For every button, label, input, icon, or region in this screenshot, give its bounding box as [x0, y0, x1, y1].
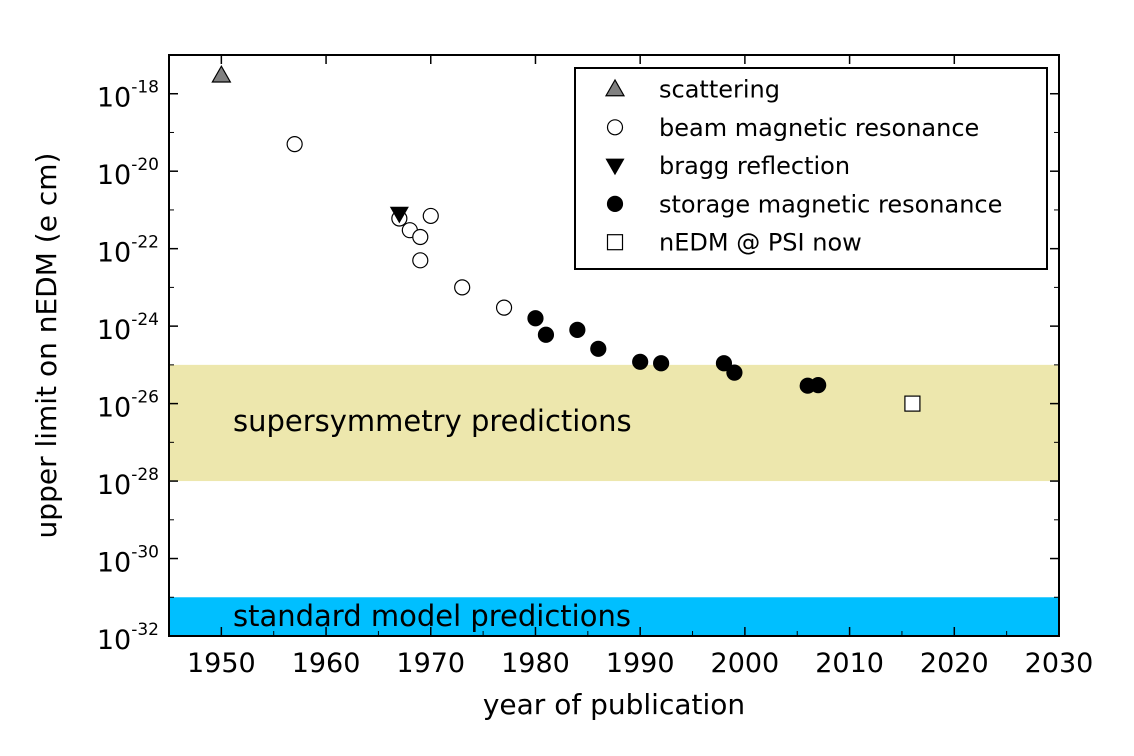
x-tick-label: 1970 [396, 648, 465, 679]
data-point [389, 206, 409, 224]
band-label: standard model predictions [233, 599, 631, 633]
y-tick-label: 10-22 [97, 233, 159, 269]
prediction-band [169, 364, 1059, 482]
x-tick-label: 1960 [292, 648, 361, 679]
y-tick-labels: 10-18 10-20 10-22 10-24 10-26 10-28 10-30 10-32 [97, 78, 159, 656]
data-point [537, 326, 555, 343]
y-tick-label: 10-28 [97, 465, 159, 501]
legend-label: bragg reflection [659, 152, 850, 180]
x-tick-label: 1990 [606, 648, 675, 679]
prediction-band [169, 597, 1059, 636]
legend-marker [606, 119, 624, 136]
x-tick-labels: 1950 1960 1970 1980 1990 2000 2010 2020 2030 [187, 648, 1093, 679]
x-axis-title: year of publication [483, 688, 745, 721]
x-tick-label: 1950 [187, 648, 256, 679]
y-tick-label: 10-18 [97, 78, 159, 114]
legend-marker [606, 234, 624, 251]
data-points [211, 65, 921, 412]
legend-marker [606, 195, 624, 212]
data-point [590, 340, 607, 357]
y-tick-label: 10-26 [97, 388, 159, 424]
data-point [726, 364, 743, 381]
data-point [715, 355, 733, 372]
data-point [527, 310, 544, 327]
x-tick-label: 1980 [501, 648, 570, 679]
legend-label: nEDM @ PSI now [659, 229, 862, 257]
legend-label: storage magnetic resonance [659, 190, 1002, 218]
data-point [454, 279, 471, 296]
data-point [286, 136, 303, 153]
x-tick-label: 2020 [920, 648, 989, 679]
data-point [422, 207, 439, 225]
y-tick-label: 10-24 [97, 310, 159, 346]
legend-box [574, 67, 1048, 270]
band-labels: supersymmetry predictions standard model … [233, 404, 632, 633]
data-point [810, 377, 827, 394]
y-tick-label: 10-32 [97, 620, 159, 656]
data-point [412, 252, 429, 269]
x-tick-label: 2010 [815, 648, 884, 679]
band-label: supersymmetry predictions [233, 404, 632, 438]
legend-marker [604, 78, 626, 97]
plot-frame [168, 54, 1060, 637]
legend-label: scattering [659, 76, 780, 104]
data-point [495, 299, 513, 316]
x-tick-label: 2030 [1025, 648, 1094, 679]
data-point [632, 353, 649, 370]
data-point [904, 395, 921, 412]
legend-label: beam magnetic resonance [659, 114, 979, 142]
y-axis-title: upper limit on nEDM (e cm) [30, 153, 63, 539]
data-point [653, 355, 670, 372]
legend-marker [605, 158, 625, 176]
data-point [569, 321, 586, 338]
x-tick-label: 2000 [711, 648, 780, 679]
data-point [412, 228, 429, 246]
legend: scattering beam magnetic resonance bragg r… [574, 67, 1048, 270]
prediction-bands [169, 364, 1059, 636]
y-tick-label: 10-20 [97, 155, 159, 191]
y-tick-label: 10-30 [97, 543, 159, 579]
data-point [211, 65, 232, 83]
